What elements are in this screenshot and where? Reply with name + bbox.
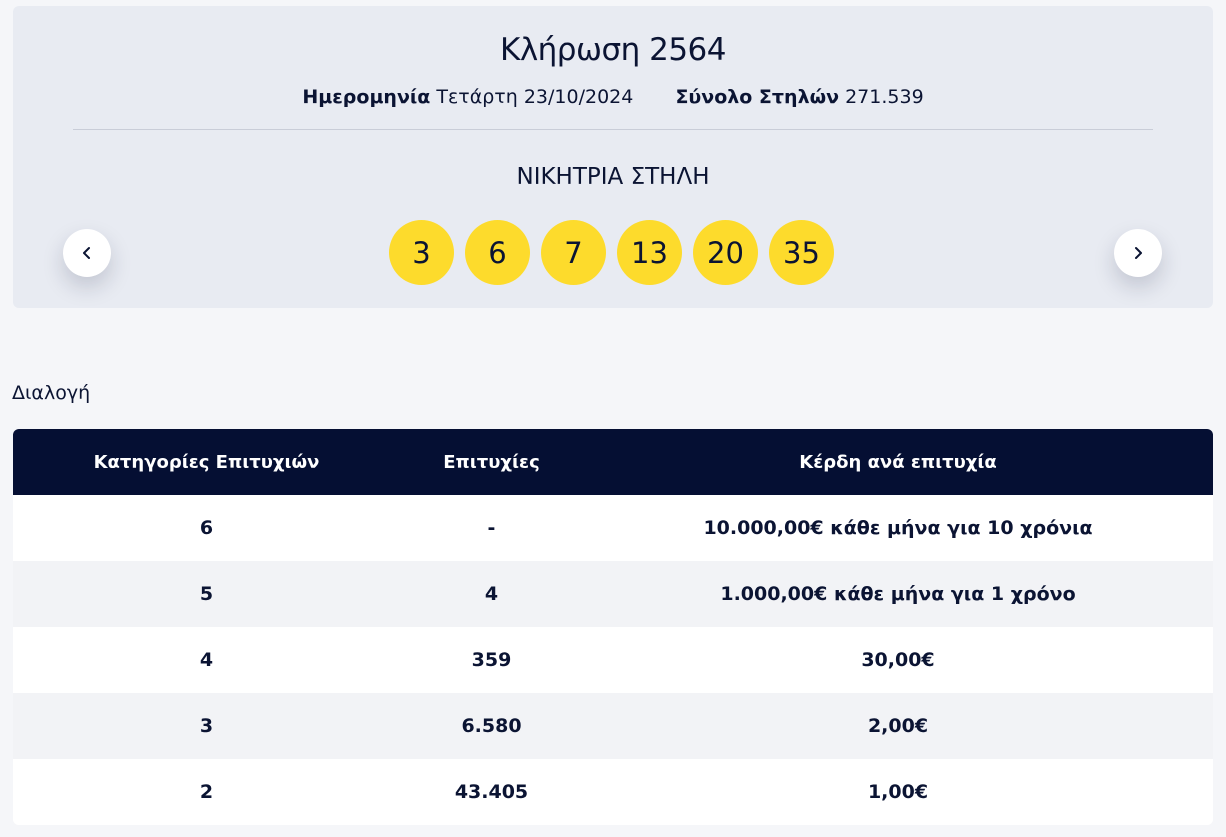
chevron-right-icon [1135, 247, 1142, 259]
chevron-left-icon [83, 247, 90, 259]
prize-cell: 1.000,00€ κάθε μήνα για 1 χρόνο [720, 583, 1076, 605]
winners-cell: 4 [484, 583, 499, 605]
table-row: 5 4 1.000,00€ κάθε μήνα για 1 χρόνο [13, 561, 1213, 627]
number-ball: 13 [617, 220, 682, 285]
divider [73, 129, 1153, 130]
category-cell: 5 [199, 583, 214, 605]
header-winners: Επιτυχίες [443, 451, 540, 473]
winners-cell: 359 [471, 649, 512, 671]
category-cell: 2 [199, 781, 214, 803]
previous-draw-button[interactable] [63, 229, 111, 277]
date-value: Τετάρτη 23/10/2024 [436, 86, 634, 108]
results-table: Κατηγορίες Επιτυχιών Επιτυχίες Κέρδη ανά… [13, 429, 1213, 825]
number-ball: 6 [465, 220, 530, 285]
section-label: Διαλογή [12, 382, 91, 404]
prize-cell: 30,00€ [861, 649, 935, 671]
total-columns-label: Σύνολο Στηλών [675, 86, 840, 108]
winning-column-title: ΝΙΚΗΤΡΙΑ ΣΤΗΛΗ [516, 164, 710, 190]
winning-numbers: 3 6 7 13 20 35 [389, 220, 834, 285]
number-ball: 20 [693, 220, 758, 285]
winners-cell: - [487, 517, 496, 539]
total-columns-value: 271.539 [845, 86, 924, 108]
draw-meta: Ημερομηνία Τετάρτη 23/10/2024 Σύνολο Στη… [13, 86, 1213, 108]
header-category: Κατηγορίες Επιτυχιών [93, 451, 320, 473]
number-ball: 3 [389, 220, 454, 285]
next-draw-button[interactable] [1114, 229, 1162, 277]
table-row: 3 6.580 2,00€ [13, 693, 1213, 759]
winners-cell: 6.580 [461, 715, 522, 737]
prize-cell: 1,00€ [867, 781, 929, 803]
table-row: 2 43.405 1,00€ [13, 759, 1213, 825]
prize-cell: 2,00€ [867, 715, 929, 737]
prize-cell: 10.000,00€ κάθε μήνα για 10 χρόνια [703, 517, 1093, 539]
date-label: Ημερομηνία [302, 86, 431, 108]
number-ball: 7 [541, 220, 606, 285]
table-row: 4 359 30,00€ [13, 627, 1213, 693]
draw-title: Κλήρωση 2564 [499, 32, 727, 68]
draw-card: Κλήρωση 2564 Ημερομηνία Τετάρτη 23/10/20… [13, 6, 1213, 308]
winners-cell: 43.405 [454, 781, 529, 803]
table-row: 6 - 10.000,00€ κάθε μήνα για 10 χρόνια [13, 495, 1213, 561]
table-header: Κατηγορίες Επιτυχιών Επιτυχίες Κέρδη ανά… [13, 429, 1213, 495]
number-ball: 35 [769, 220, 834, 285]
category-cell: 6 [199, 517, 214, 539]
header-prize: Κέρδη ανά επιτυχία [799, 451, 997, 473]
category-cell: 3 [199, 715, 214, 737]
category-cell: 4 [199, 649, 214, 671]
